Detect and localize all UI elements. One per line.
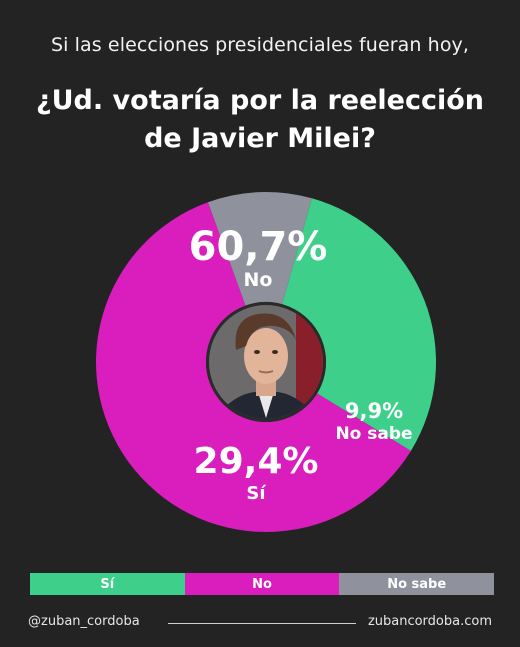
slice-s [282,198,436,451]
slice-value-label: 9,9% [345,399,403,423]
legend-item-no-sabe: No sabe [339,573,495,595]
slice-no-sabe [207,191,312,306]
chart-title: ¿Ud. votaría por la reelección de Javier… [10,82,510,158]
slice-category-label: No sabe [335,424,412,444]
footer-divider [168,623,356,624]
legend-item-si: Sí [30,573,185,595]
legend: Sí No No sabe [30,573,495,595]
slice-no [96,202,411,532]
legend-item-no: No [184,573,340,595]
footer-website[interactable]: zubancordoba.com [367,614,492,629]
title-line-2: de Javier Milei? [144,123,376,154]
footer-handle[interactable]: @zuban_cordoba [28,614,140,629]
slice-value-label: 29,4% [194,441,319,482]
center-portrait [206,302,326,422]
title-line-1: ¿Ud. votaría por la reelección [35,85,485,116]
slice-category-label: Sí [246,483,266,504]
chart-subtitle: Si las elecciones presidenciales fueran … [50,34,470,56]
slice-category-label: No [244,269,273,291]
slice-value-label: 60,7% [189,224,328,270]
